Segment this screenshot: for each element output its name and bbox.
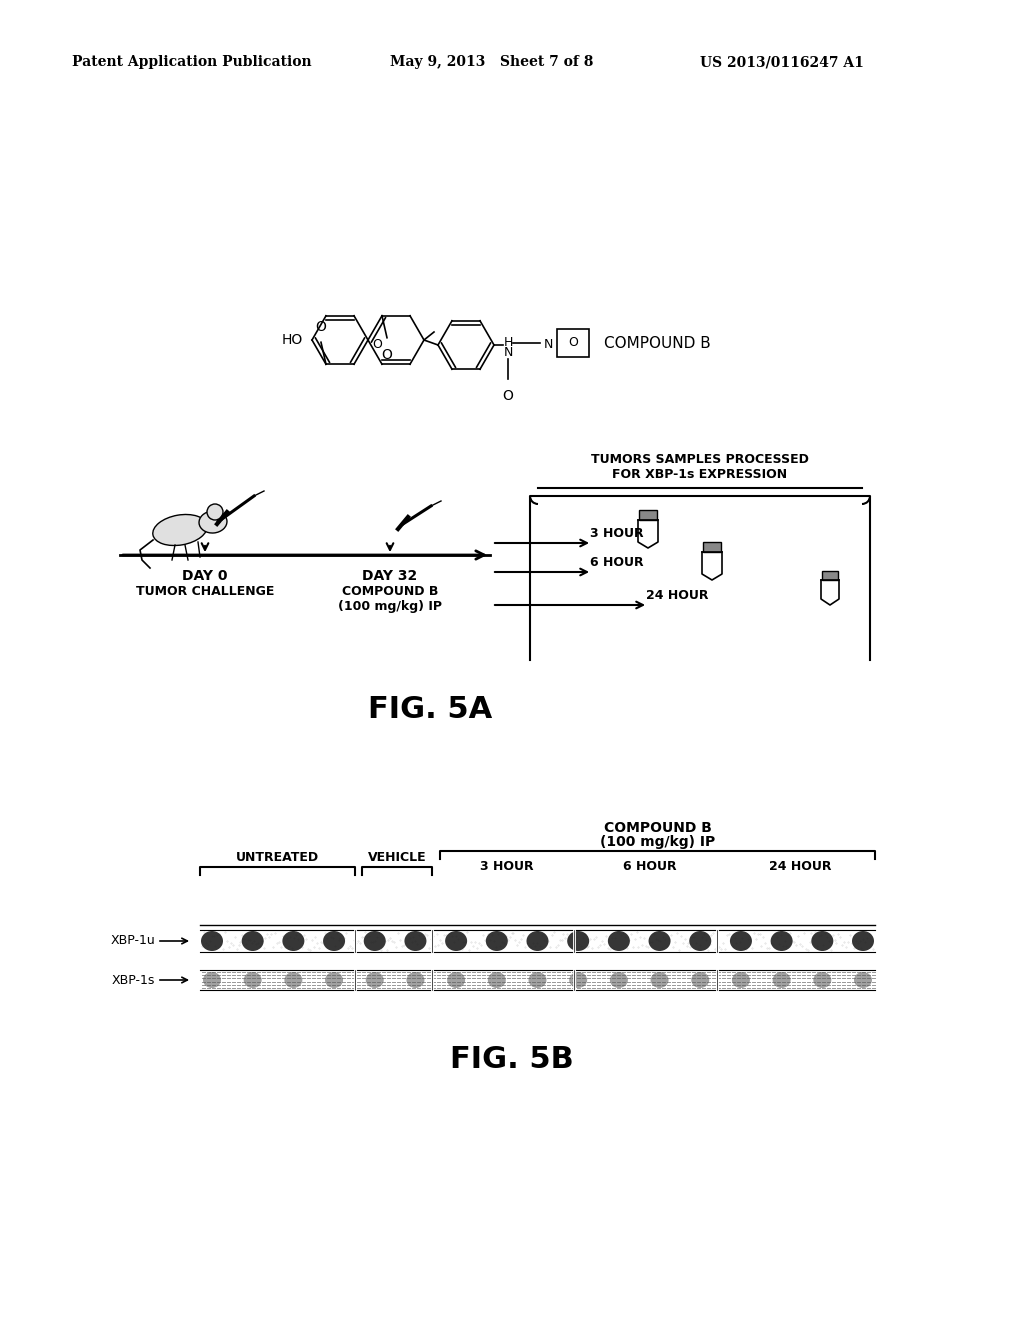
Ellipse shape — [323, 931, 345, 950]
Ellipse shape — [852, 931, 874, 950]
Ellipse shape — [773, 972, 791, 987]
Text: FIG. 5A: FIG. 5A — [368, 696, 493, 723]
Ellipse shape — [153, 515, 207, 545]
Bar — [557, 329, 589, 356]
Text: DAY 0: DAY 0 — [182, 569, 227, 583]
Ellipse shape — [689, 931, 712, 950]
Ellipse shape — [528, 972, 547, 987]
Ellipse shape — [771, 931, 793, 950]
Text: COMPOUND B: COMPOUND B — [603, 821, 712, 836]
Text: TUMORS SAMPLES PROCESSED: TUMORS SAMPLES PROCESSED — [591, 453, 809, 466]
Ellipse shape — [404, 931, 426, 950]
Ellipse shape — [813, 972, 831, 987]
Text: H: H — [504, 335, 513, 348]
Text: VEHICLE: VEHICLE — [368, 851, 426, 865]
Text: May 9, 2013   Sheet 7 of 8: May 9, 2013 Sheet 7 of 8 — [390, 55, 593, 69]
Ellipse shape — [244, 972, 262, 987]
Text: (100 mg/kg) IP: (100 mg/kg) IP — [338, 601, 442, 612]
Text: 24 HOUR: 24 HOUR — [769, 861, 831, 873]
Ellipse shape — [199, 511, 227, 533]
Ellipse shape — [447, 972, 465, 987]
Ellipse shape — [730, 931, 752, 950]
Text: N: N — [504, 346, 513, 359]
Text: O: O — [382, 347, 392, 362]
Text: (100 mg/kg) IP: (100 mg/kg) IP — [600, 836, 715, 849]
Ellipse shape — [407, 972, 424, 987]
Text: 24 HOUR: 24 HOUR — [646, 589, 709, 602]
Circle shape — [207, 504, 223, 520]
Bar — [822, 572, 838, 579]
Ellipse shape — [364, 931, 386, 950]
Text: 6 HOUR: 6 HOUR — [623, 861, 676, 873]
Bar — [639, 510, 657, 520]
Ellipse shape — [366, 972, 384, 987]
Ellipse shape — [608, 931, 630, 950]
Ellipse shape — [445, 931, 467, 950]
Text: N: N — [544, 338, 553, 351]
Ellipse shape — [811, 931, 834, 950]
Ellipse shape — [567, 931, 589, 950]
Ellipse shape — [648, 931, 671, 950]
Text: XBP-1u: XBP-1u — [111, 935, 155, 948]
Text: UNTREATED: UNTREATED — [236, 851, 319, 865]
Ellipse shape — [485, 931, 508, 950]
Text: DAY 32: DAY 32 — [362, 569, 418, 583]
Ellipse shape — [201, 931, 223, 950]
Bar — [703, 543, 721, 552]
Ellipse shape — [242, 931, 264, 950]
Ellipse shape — [569, 972, 587, 987]
Text: COMPOUND B: COMPOUND B — [342, 585, 438, 598]
Ellipse shape — [610, 972, 628, 987]
Text: HO: HO — [282, 333, 303, 347]
Ellipse shape — [732, 972, 750, 987]
Text: O: O — [568, 337, 578, 350]
Text: O: O — [372, 338, 382, 351]
Text: 3 HOUR: 3 HOUR — [480, 861, 534, 873]
Text: 6 HOUR: 6 HOUR — [590, 556, 644, 569]
Ellipse shape — [285, 972, 302, 987]
Ellipse shape — [691, 972, 710, 987]
Text: 3 HOUR: 3 HOUR — [590, 527, 644, 540]
Text: FIG. 5B: FIG. 5B — [451, 1045, 573, 1074]
Text: TUMOR CHALLENGE: TUMOR CHALLENGE — [136, 585, 274, 598]
Ellipse shape — [650, 972, 669, 987]
Text: O: O — [315, 321, 327, 334]
Text: FOR XBP-1s EXPRESSION: FOR XBP-1s EXPRESSION — [612, 469, 787, 480]
Ellipse shape — [526, 931, 549, 950]
Ellipse shape — [325, 972, 343, 987]
Ellipse shape — [203, 972, 221, 987]
Ellipse shape — [487, 972, 506, 987]
Text: US 2013/0116247 A1: US 2013/0116247 A1 — [700, 55, 864, 69]
Text: COMPOUND B: COMPOUND B — [604, 335, 711, 351]
Text: XBP-1s: XBP-1s — [112, 974, 155, 986]
Ellipse shape — [283, 931, 304, 950]
Ellipse shape — [854, 972, 872, 987]
Text: O: O — [503, 389, 513, 403]
Text: Patent Application Publication: Patent Application Publication — [72, 55, 311, 69]
